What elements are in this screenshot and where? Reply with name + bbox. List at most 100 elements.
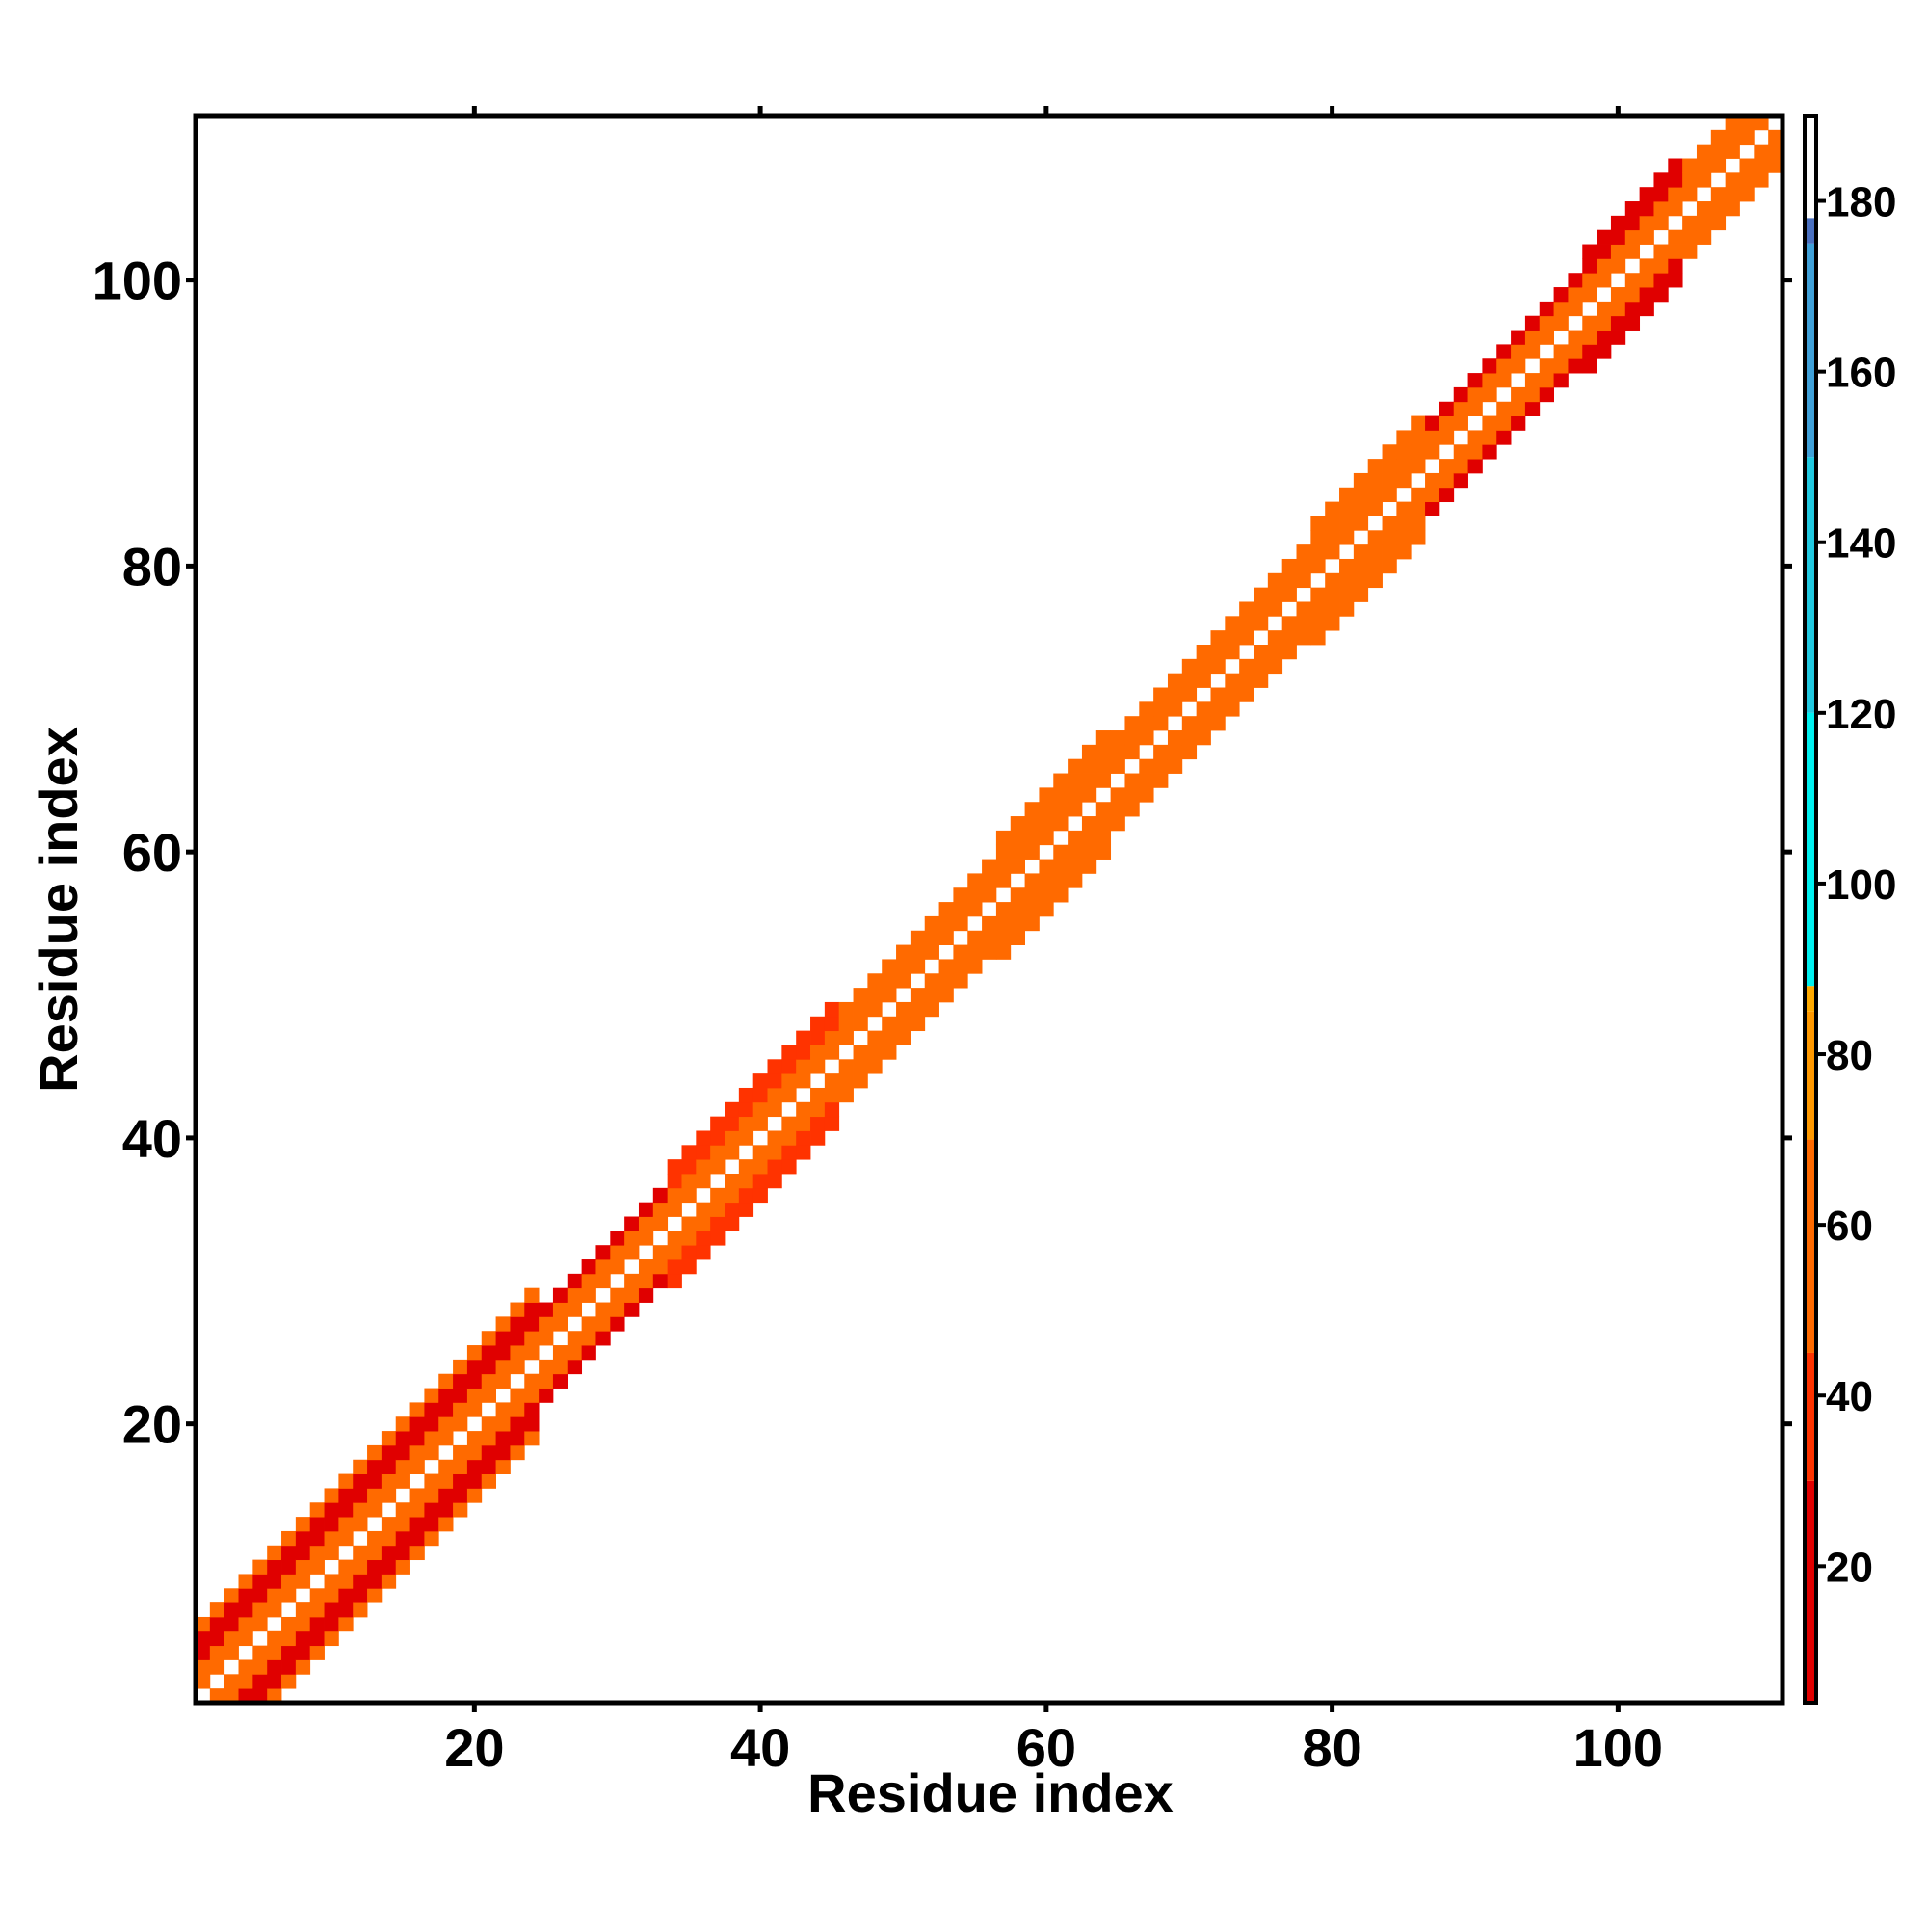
heatmap-cell — [1668, 244, 1683, 259]
heatmap-cell — [1296, 544, 1311, 560]
heatmap-cell — [453, 1502, 468, 1518]
heatmap-cell — [767, 1174, 782, 1189]
colorbar-tick-label: 80 — [1826, 1032, 1873, 1079]
heatmap-cell — [567, 1302, 583, 1317]
heatmap-cell — [1110, 758, 1125, 774]
heatmap-cell — [1239, 658, 1254, 675]
heatmap-cell — [338, 1473, 354, 1489]
heatmap-cell — [466, 1388, 483, 1403]
heatmap-cell — [1568, 358, 1583, 374]
heatmap-cell — [1696, 172, 1712, 188]
heatmap-cell — [510, 1402, 525, 1417]
heatmap-cell — [510, 1416, 525, 1432]
heatmap-cell — [353, 1502, 368, 1518]
heatmap-cell — [1225, 687, 1240, 702]
heatmap-cell — [1010, 830, 1025, 846]
heatmap-cell — [610, 1316, 625, 1332]
heatmap-cell — [1639, 187, 1654, 202]
heatmap-cell — [424, 1431, 439, 1446]
heatmap-cell — [1353, 558, 1369, 574]
heatmap-cell — [995, 830, 1012, 846]
heatmap-cell — [1511, 330, 1526, 345]
heatmap-cell — [1153, 716, 1169, 731]
heatmap-cell — [1039, 816, 1054, 832]
heatmap-cell — [710, 1202, 726, 1217]
heatmap-cell — [481, 1431, 496, 1446]
heatmap-cell — [238, 1616, 253, 1632]
heatmap-cell — [995, 902, 1012, 917]
heatmap-cell — [481, 1416, 496, 1432]
heatmap-cell — [1539, 330, 1554, 345]
heatmap-cell — [1754, 144, 1769, 159]
heatmap-cell — [1081, 830, 1097, 846]
heatmap-cell — [466, 1459, 483, 1474]
heatmap-cell — [995, 930, 1012, 945]
heatmap-cell — [481, 1388, 496, 1403]
heatmap-cell — [409, 1431, 425, 1446]
heatmap-cell — [953, 959, 968, 974]
heatmap-cell — [1325, 501, 1340, 516]
heatmap-cell — [838, 1087, 854, 1103]
heatmap-cell — [209, 1630, 225, 1647]
heatmap-cell — [867, 988, 883, 1003]
heatmap-cell — [1496, 344, 1512, 359]
heatmap-cell — [1396, 459, 1412, 474]
heatmap-cell — [353, 1559, 368, 1575]
heatmap-cell — [1553, 373, 1569, 388]
heatmap-cell — [409, 1444, 425, 1461]
heatmap-cell — [409, 1517, 425, 1532]
heatmap-cell — [982, 915, 997, 932]
heatmap-cell — [424, 1530, 439, 1547]
heatmap-cell — [1068, 844, 1083, 860]
heatmap-cell — [1139, 701, 1154, 717]
heatmap-cell — [367, 1545, 383, 1561]
heatmap-cell — [982, 873, 997, 888]
heatmap-cell — [1553, 358, 1569, 374]
heatmap-cell — [539, 1316, 554, 1332]
heatmap-cell — [1467, 444, 1483, 460]
heatmap-cell — [610, 1302, 625, 1317]
heatmap-cell — [1196, 730, 1211, 746]
heatmap-cell — [309, 1645, 325, 1660]
heatmap-cell — [267, 1674, 282, 1689]
heatmap-cell — [710, 1159, 726, 1175]
heatmap-cell — [252, 1659, 268, 1675]
heatmap-cell — [1696, 158, 1712, 173]
heatmap-cell — [438, 1488, 454, 1503]
heatmap-cell — [1281, 616, 1297, 631]
y-axis-label: Residue index — [28, 727, 89, 1093]
heatmap-cell — [1095, 773, 1112, 788]
heatmap-cell — [438, 1373, 454, 1389]
heatmap-cell — [1425, 472, 1440, 489]
heatmap-cell — [1610, 301, 1626, 317]
heatmap-cell — [853, 1016, 868, 1032]
heatmap-cell — [838, 1016, 854, 1032]
heatmap-cell — [481, 1444, 496, 1461]
heatmap-cell — [424, 1444, 439, 1461]
heatmap-cell — [1382, 530, 1397, 545]
heatmap-cell — [1296, 616, 1311, 631]
heatmap-cell — [725, 1187, 740, 1204]
heatmap-cell — [1725, 144, 1740, 159]
colorbar-tick-label: 140 — [1826, 520, 1896, 568]
x-tick-label: 100 — [1573, 1717, 1663, 1778]
heatmap-cell — [1325, 587, 1340, 602]
heatmap-cell — [209, 1659, 225, 1675]
heatmap-cell — [510, 1331, 525, 1346]
heatmap-cell — [624, 1245, 640, 1260]
heatmap-cell — [581, 1273, 596, 1289]
heatmap-cell — [1153, 773, 1169, 788]
heatmap-cell — [1668, 273, 1683, 288]
heatmap-cell — [1110, 730, 1125, 746]
heatmap-cell — [1167, 758, 1183, 774]
heatmap-cell — [1210, 645, 1226, 660]
heatmap-cell — [295, 1545, 311, 1561]
heatmap-cell — [438, 1431, 454, 1446]
heatmap-cell — [495, 1359, 511, 1375]
heatmap-cell — [1653, 258, 1669, 274]
heatmap-cell — [1725, 116, 1740, 131]
heatmap-cell — [824, 1001, 840, 1018]
heatmap-cell — [1668, 229, 1683, 245]
heatmap-cell — [1653, 273, 1669, 288]
heatmap-cell — [1582, 287, 1597, 303]
